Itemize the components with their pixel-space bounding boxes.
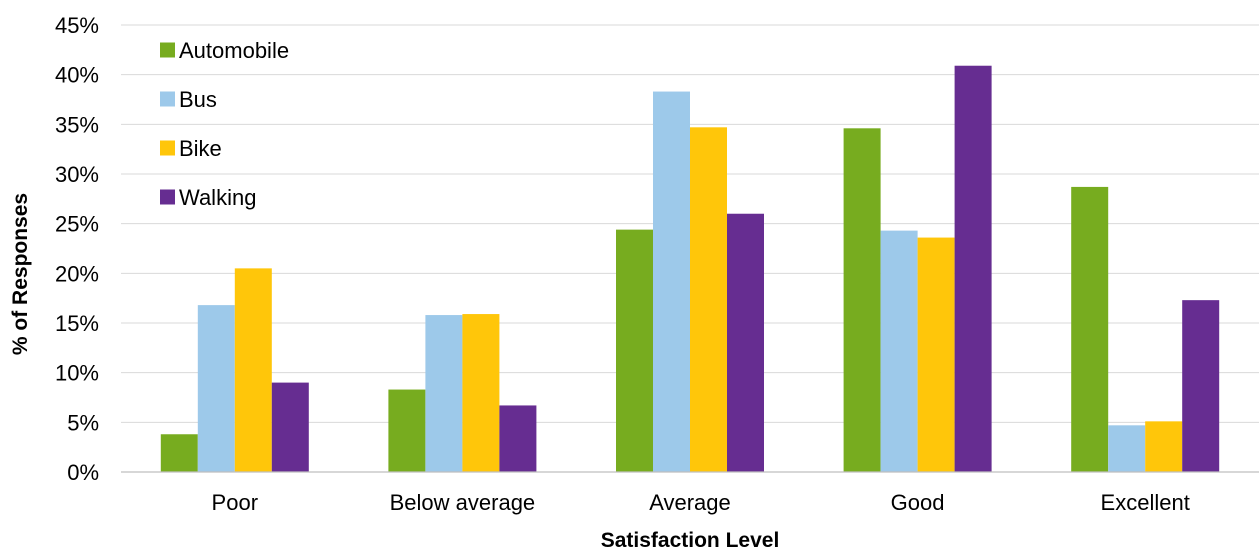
bar-bus	[1108, 425, 1146, 472]
bar-automobile	[843, 128, 881, 472]
bar-bike	[917, 237, 955, 472]
bar-automobile	[160, 434, 198, 472]
y-axis-title: % of Responses	[9, 193, 32, 355]
legend-swatch-bike	[160, 140, 175, 156]
y-tick-label: 10%	[55, 361, 99, 386]
x-tick-label: Average	[649, 490, 731, 515]
x-tick-label: Excellent	[1101, 490, 1190, 515]
bar-bike	[1145, 421, 1183, 472]
bar-bike	[690, 127, 727, 473]
x-tick-label: Poor	[212, 490, 258, 515]
bar-walking	[1182, 300, 1220, 472]
bar-bike	[462, 314, 500, 472]
bar-bus	[880, 230, 918, 472]
bar-walking	[954, 65, 992, 472]
bar-bike	[234, 268, 272, 472]
legend-swatch-walking	[160, 189, 175, 205]
bar-bus	[197, 305, 235, 472]
bar-walking	[499, 405, 537, 472]
bar-automobile	[1071, 186, 1109, 472]
y-tick-label: 20%	[55, 261, 99, 286]
y-tick-label: 40%	[55, 63, 99, 88]
y-tick-label: 25%	[55, 212, 99, 237]
legend-label: Automobile	[179, 38, 289, 63]
legend-label: Bus	[179, 87, 217, 112]
y-tick-label: 35%	[55, 112, 99, 137]
legend-swatch-automobile	[160, 42, 175, 58]
bar-automobile	[388, 389, 426, 472]
x-tick-label: Below average	[390, 490, 536, 515]
y-tick-label: 45%	[55, 13, 99, 38]
axes: 0% 5% 10% 15% 20% 25% 30% 35% 40% 45% Poor Below av…	[55, 13, 1259, 515]
x-axis-title: Satisfaction Level	[601, 529, 780, 552]
y-tick-label: 15%	[55, 311, 99, 336]
bar-bus	[653, 91, 690, 472]
bar-walking	[271, 382, 309, 472]
bar-bus	[425, 315, 463, 472]
bars	[160, 65, 1220, 473]
bar-walking	[727, 213, 764, 472]
y-tick-label: 5%	[67, 410, 99, 435]
y-tick-label: 30%	[55, 162, 99, 187]
bar-automobile	[616, 229, 653, 472]
legend-label: Bike	[179, 136, 222, 161]
legend-label: Walking	[179, 185, 256, 210]
y-tick-label: 0%	[67, 460, 99, 485]
legend: Automobile Bus Bike Walking	[160, 38, 289, 210]
legend-swatch-bus	[160, 91, 175, 107]
x-tick-label: Good	[891, 490, 945, 515]
